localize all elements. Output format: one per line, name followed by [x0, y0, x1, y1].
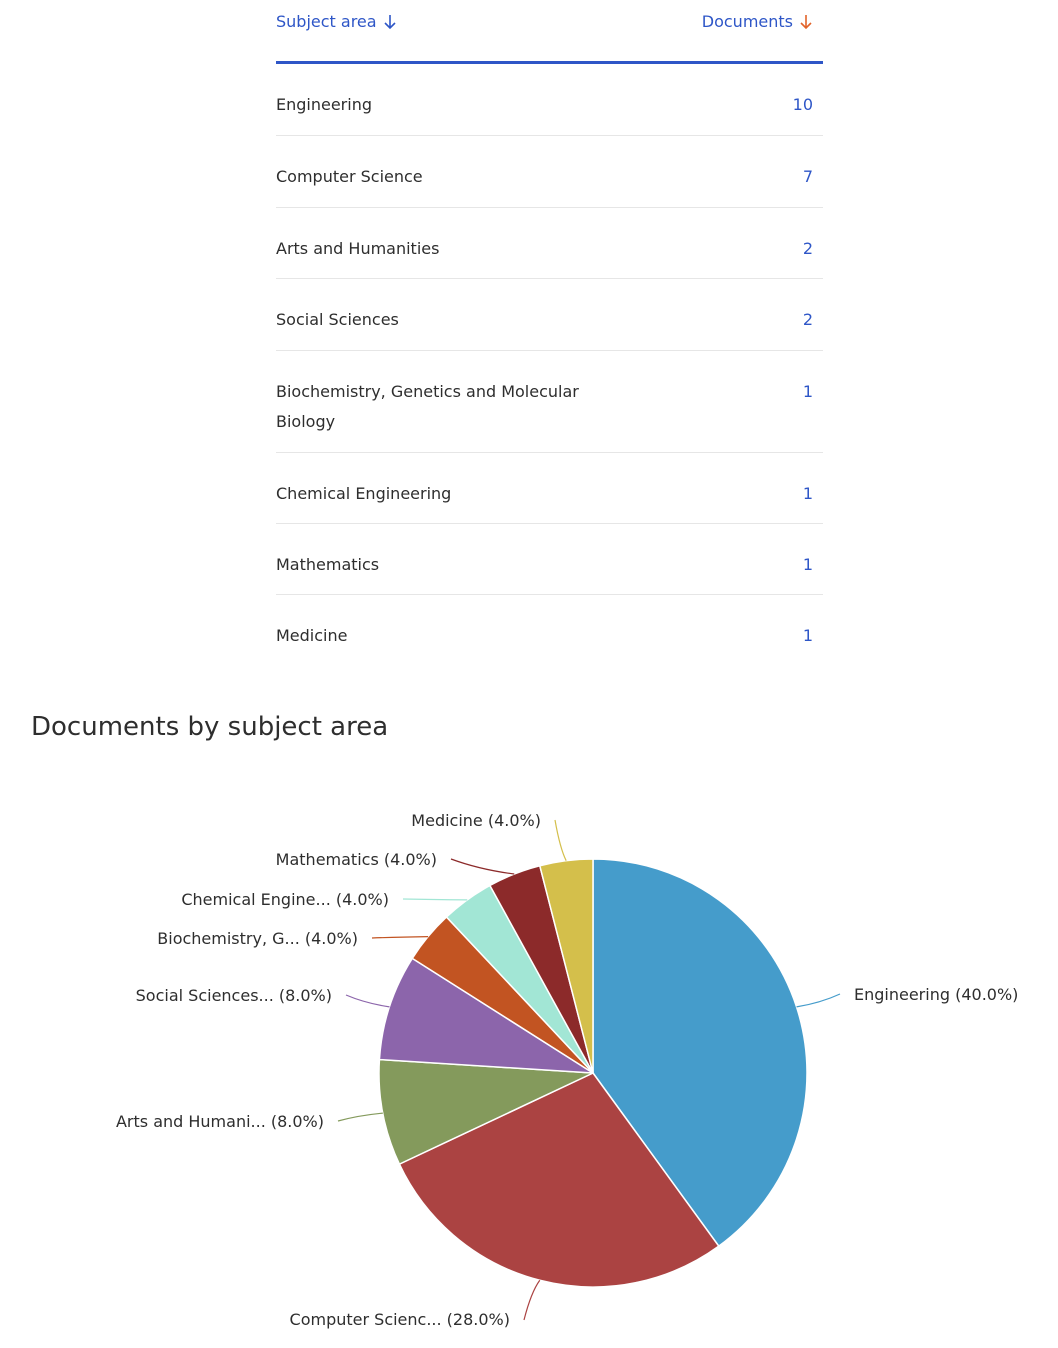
documents-header: Documents — [701, 12, 793, 31]
slice-label-mathematics: Mathematics (4.0%) — [276, 850, 437, 869]
document-count-link[interactable]: 7 — [802, 167, 813, 186]
document-count-link[interactable]: 1 — [802, 484, 813, 503]
table-row: Arts and Humanities 2 — [276, 208, 823, 279]
slice-label-computer-scienc: Computer Scienc... (28.0%) — [290, 1310, 510, 1329]
table-body: Engineering 10 Computer Science 7 Arts and H… — [276, 64, 823, 665]
slice-label-arts-and-humani: Arts and Humani... (8.0%) — [116, 1112, 324, 1131]
leader-line-chemical-engine — [402, 898, 468, 901]
document-count-link[interactable]: 2 — [802, 239, 813, 258]
document-count-link[interactable]: 1 — [802, 626, 813, 645]
subject-area-name: Arts and Humanities — [276, 239, 440, 258]
table-row: Mathematics 1 — [276, 524, 823, 595]
subject-area-name: Mathematics — [276, 555, 380, 574]
subject-area-name: Medicine — [276, 626, 348, 645]
pie-slice-engineering[interactable] — [592, 858, 808, 1248]
leader-line-medicine — [554, 819, 567, 861]
arrow-down-icon — [800, 14, 812, 29]
leader-line-biochemistry-g — [371, 935, 429, 939]
slice-label-medicine: Medicine (4.0%) — [411, 811, 541, 830]
arrow-down-icon — [384, 14, 396, 29]
subject-area-header: Subject area — [276, 12, 377, 31]
subject-area-name: Social Sciences — [276, 310, 399, 329]
document-count-link[interactable]: 2 — [802, 310, 813, 329]
chart-title: Documents by subject area — [31, 712, 389, 742]
table-row: Social Sciences 2 — [276, 279, 823, 351]
pie-slice-computer-scienc[interactable] — [398, 1072, 720, 1288]
sort-documents-button[interactable]: Documents — [702, 12, 813, 31]
subject-area-name: Engineering — [276, 95, 372, 114]
pie-chart: Engineering (40.0%) Computer Scienc... (2… — [116, 811, 1018, 1329]
subject-area-table: Subject area Documents Engineering 10 Comp… — [276, 0, 823, 665]
subject-area-name: Biochemistry, Genetics and Molecular Bio… — [276, 382, 579, 431]
sort-subject-area-button[interactable]: Subject area — [276, 12, 397, 31]
table-row: Biochemistry, Genetics and Molecular Bio… — [276, 351, 823, 453]
table-row: Engineering 10 — [276, 64, 823, 136]
document-count-link[interactable]: 10 — [792, 95, 813, 114]
subject-area-name: Computer Science — [276, 167, 423, 186]
pie-slice-social-sciences[interactable] — [378, 957, 594, 1074]
subject-area-name: Chemical Engineering — [276, 484, 452, 503]
leader-line-mathematics — [450, 858, 515, 875]
document-count-link[interactable]: 1 — [802, 382, 813, 401]
table-row: Chemical Engineering 1 — [276, 453, 823, 524]
leader-line-engineering — [796, 993, 841, 1008]
pie-slice-medicine[interactable] — [538, 858, 594, 1074]
leader-line-arts-and-humani — [337, 1112, 383, 1122]
table-row: Medicine 1 — [276, 595, 823, 665]
pie-slice-arts-and-humani[interactable] — [378, 1058, 594, 1166]
slice-label-chemical-engine: Chemical Engine... (4.0%) — [181, 890, 389, 909]
leader-line-social-sciences — [345, 994, 390, 1008]
table-header: Subject area Documents — [276, 0, 823, 64]
table-row: Computer Science 7 — [276, 136, 823, 208]
slice-label-engineering: Engineering (40.0%) — [854, 985, 1018, 1004]
document-count-link[interactable]: 1 — [802, 555, 813, 574]
slice-label-social-sciences: Social Sciences... (8.0%) — [136, 986, 332, 1005]
slice-label-biochemistry-g: Biochemistry, G... (4.0%) — [157, 929, 358, 948]
leader-line-computer-scienc — [523, 1279, 541, 1321]
